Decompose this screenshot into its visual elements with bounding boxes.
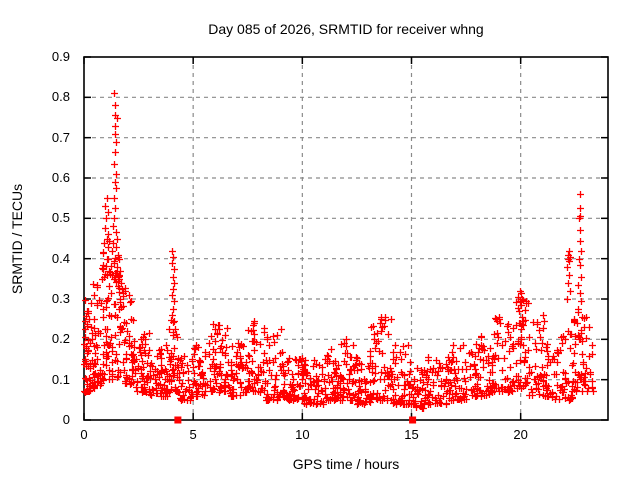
y-tick-label: 0.5 bbox=[51, 210, 70, 226]
y-tick-label: 0.4 bbox=[51, 250, 70, 266]
y-tick-label: 0.1 bbox=[51, 371, 70, 387]
plot-frame bbox=[83, 56, 609, 421]
y-tick-label: 0.7 bbox=[51, 129, 70, 145]
zero-gap-marker bbox=[174, 416, 182, 424]
x-tick-label: 10 bbox=[295, 427, 310, 442]
x-axis-title: GPS time / hours bbox=[292, 456, 400, 472]
x-tick-label: 5 bbox=[189, 427, 197, 442]
y-tick-label: 0.8 bbox=[51, 89, 70, 105]
x-tick-label: 20 bbox=[513, 427, 528, 442]
y-tick-label: 0.3 bbox=[51, 291, 70, 306]
chart-title: Day 085 of 2026, SRMTID for receiver whn… bbox=[208, 21, 484, 37]
y-tick-label: 0 bbox=[62, 412, 70, 427]
y-tick-label: 0.2 bbox=[51, 331, 70, 347]
zero-gap-marker bbox=[409, 416, 417, 424]
y-tick-label: 0.6 bbox=[51, 170, 70, 185]
y-axis-title: SRMTID / TECUs bbox=[9, 183, 25, 295]
data-points-srmtid bbox=[81, 90, 597, 412]
x-tick-label: 0 bbox=[80, 427, 88, 442]
x-tick-label: 15 bbox=[404, 427, 419, 442]
y-tick-label: 0.9 bbox=[51, 49, 70, 64]
